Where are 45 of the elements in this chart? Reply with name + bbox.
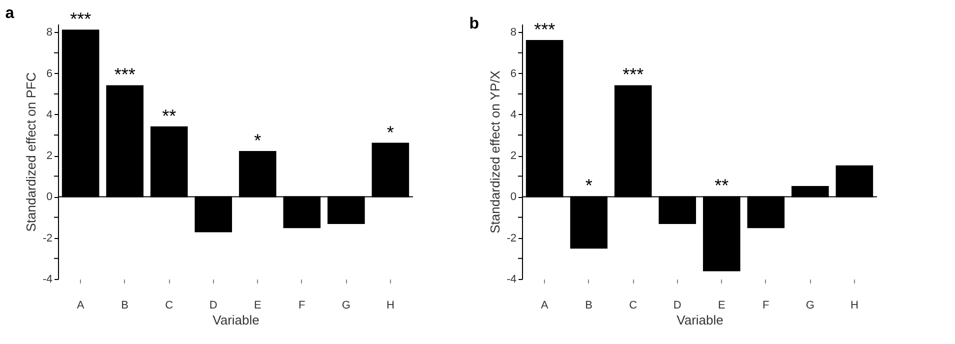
y-tick-label: 4	[46, 108, 52, 121]
x-tick-label: G	[806, 300, 814, 312]
y-tick-label: 6	[46, 68, 52, 80]
chart-title: a	[5, 5, 14, 22]
annotation: *	[585, 176, 592, 196]
x-tick-label: E	[254, 300, 262, 312]
x-tick-label: D	[673, 300, 682, 312]
x-tick-label: B	[585, 300, 593, 312]
y-tick-label: 2	[510, 150, 516, 162]
annotation: ***	[622, 64, 644, 85]
x-tick-label: E	[718, 300, 726, 312]
x-axis-title: Variable	[676, 312, 724, 328]
annotation: **	[714, 176, 729, 196]
x-tick-label: G	[342, 300, 350, 312]
y-tick-label: 6	[510, 68, 516, 80]
x-tick-label: A	[76, 300, 85, 312]
annotation: ***	[534, 19, 556, 40]
y-tick-label: 8	[46, 26, 52, 39]
y-tick-label: -2	[42, 232, 52, 244]
x-tick-label: H	[850, 300, 858, 312]
chart-title: b	[469, 15, 480, 32]
y-tick-label: 0	[46, 191, 52, 204]
y-tick-label: 2	[46, 150, 52, 162]
x-tick-label: C	[165, 300, 174, 312]
y-tick-label: 0	[510, 191, 516, 204]
annotation: **	[162, 106, 176, 126]
x-tick-label: A	[540, 300, 549, 312]
annotation: ***	[114, 64, 136, 85]
y-tick-label: -4	[42, 274, 52, 286]
x-tick-label: D	[209, 300, 218, 312]
y-tick-label: 4	[510, 108, 516, 121]
x-tick-label: B	[121, 300, 129, 312]
annotation: *	[254, 130, 262, 150]
x-tick-label: F	[762, 300, 770, 312]
y-axis-title: Standardized effect on PFC	[24, 72, 39, 232]
x-tick-label: C	[629, 300, 638, 312]
x-tick-label: F	[298, 300, 306, 312]
annotation: ***	[70, 9, 92, 30]
y-tick-label: 8	[510, 26, 516, 39]
annotation: *	[386, 122, 394, 142]
x-tick-label: H	[386, 300, 394, 312]
y-tick-label: -4	[506, 274, 516, 286]
y-axis-title: Standardized effect on YP/X	[488, 70, 503, 234]
x-axis-title: Variable	[212, 312, 260, 328]
y-tick-label: -2	[506, 232, 516, 244]
